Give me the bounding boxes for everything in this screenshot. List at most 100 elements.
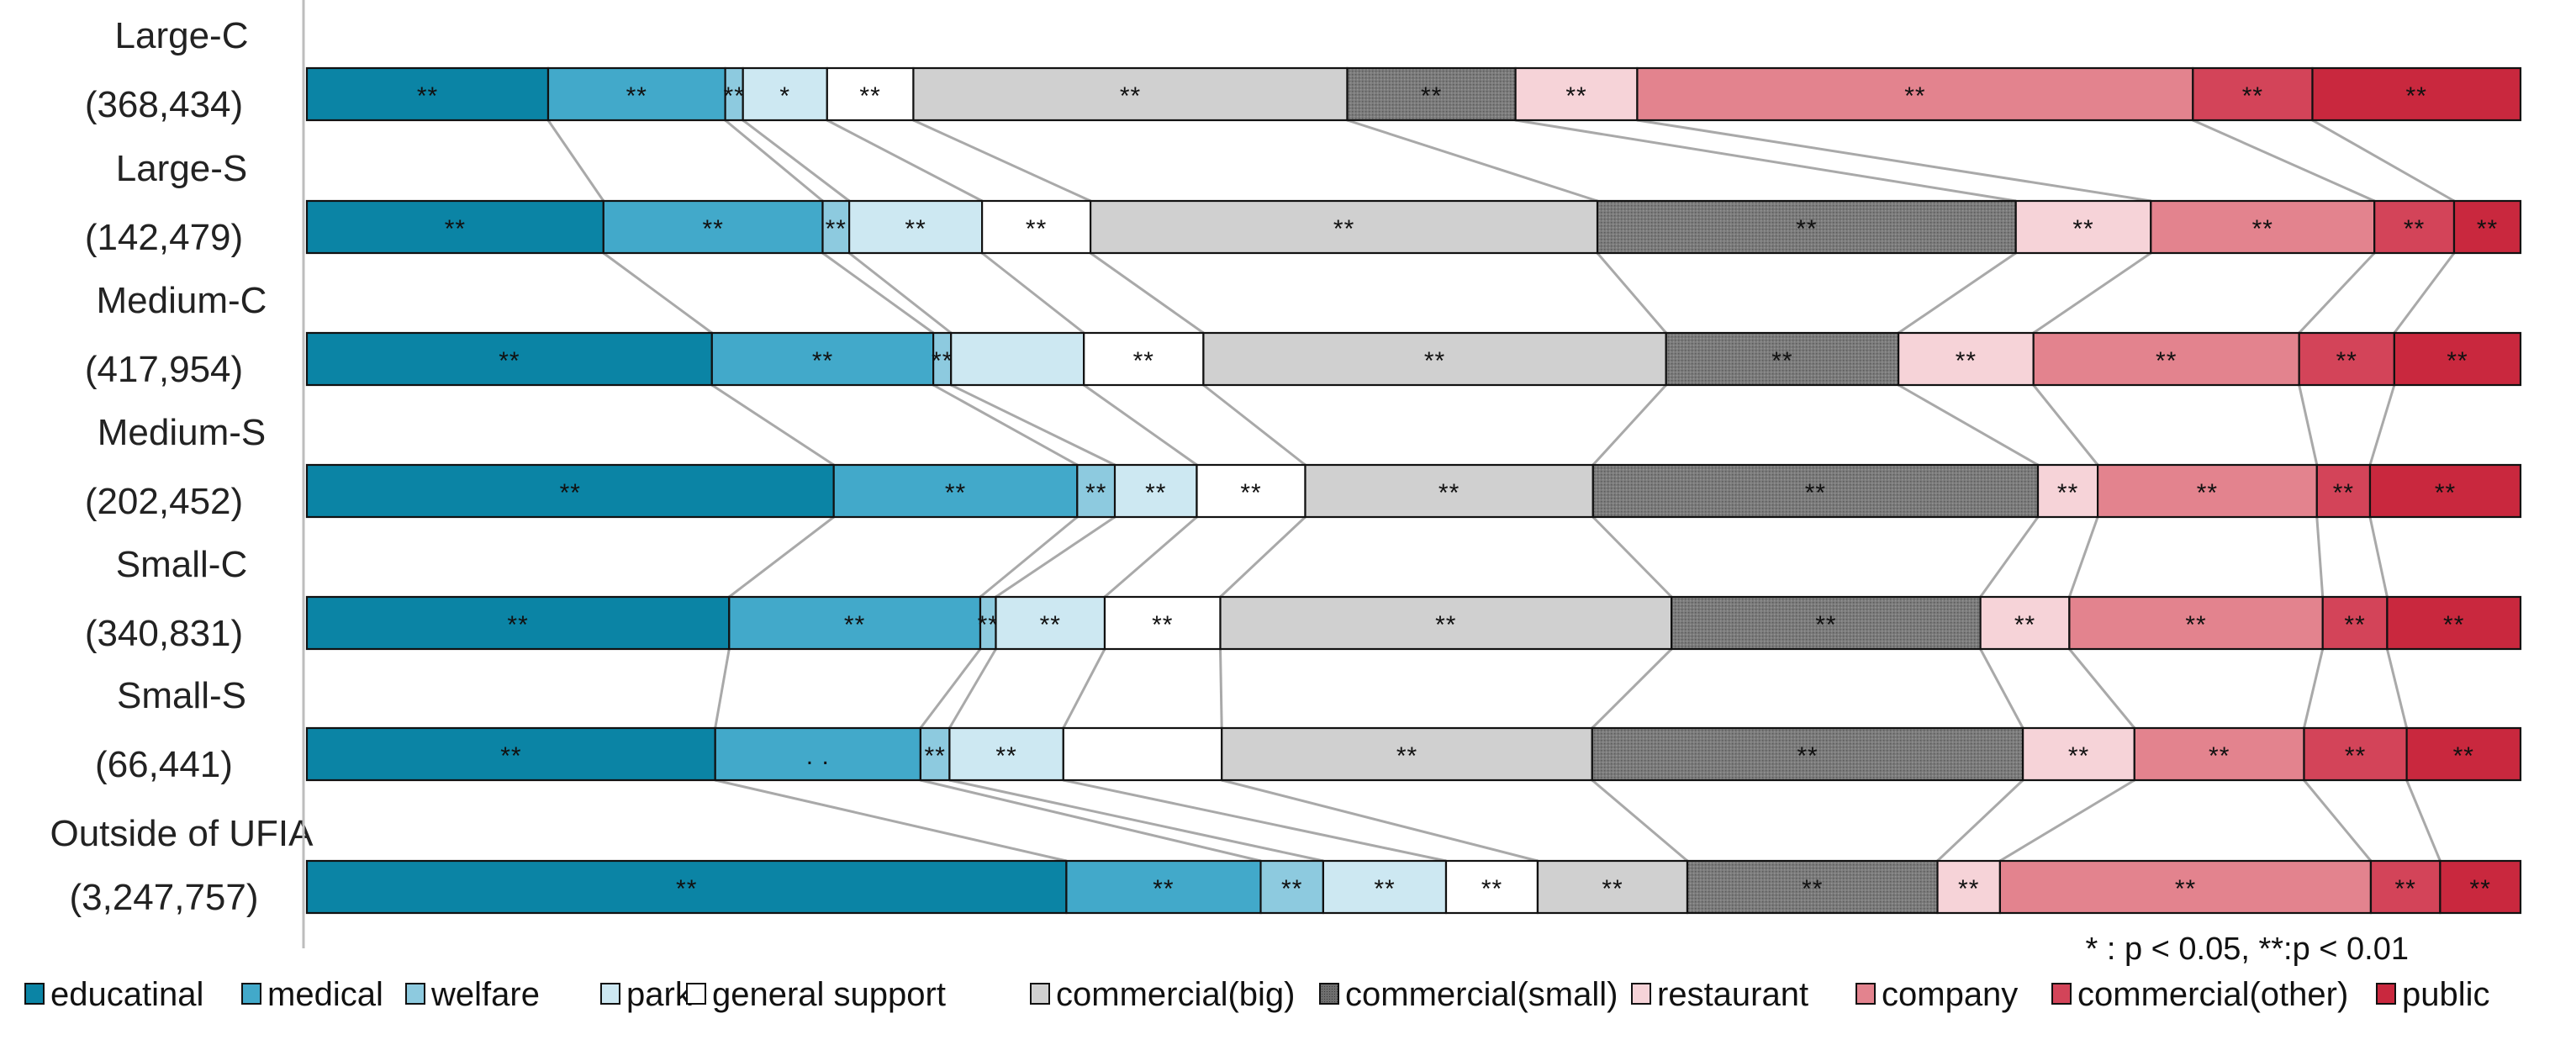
- row-label: Small-C: [116, 544, 247, 585]
- significance-mark: **: [1797, 742, 1818, 770]
- bar-segment-restaurant: [2036, 463, 2099, 519]
- bar-row-medium-c: ** ** ** ** ** ** ** ** ** **: [305, 331, 2522, 387]
- connector-line: [1591, 647, 1673, 730]
- bar-row-large-c: ** ** ** * ** ** ** ** ** ** **: [305, 66, 2522, 122]
- significance-mark: **: [1040, 611, 1061, 639]
- connector-line: [1596, 252, 1667, 334]
- legend-item-commercial-small: commercial(small): [1319, 976, 1618, 1013]
- significance-mark: **: [2014, 611, 2035, 639]
- bar-segment-public: [2311, 66, 2522, 122]
- bar-row-small-s: ** . . ** ** ** ** ** ** ** **: [305, 726, 2522, 782]
- significance-mark: **: [1565, 82, 1586, 110]
- legend-label: company: [1882, 976, 2018, 1013]
- significance-mark: **: [1281, 875, 1302, 903]
- significance-mark: **: [1435, 611, 1456, 639]
- significance-mark: **: [2197, 479, 2218, 507]
- connector-line: [2303, 779, 2373, 862]
- bar-segment-commercial-other: [2373, 199, 2456, 255]
- connector-line: [1591, 778, 1688, 863]
- significance-mark: **: [1120, 82, 1141, 110]
- significance-mark: **: [507, 611, 528, 639]
- connector-line: [919, 648, 982, 729]
- connector-line: [546, 119, 605, 202]
- legend-item-commercial-other: commercial(other): [2051, 976, 2348, 1013]
- bar-segment-educatinal: [305, 331, 713, 387]
- bar-segment-commercial-other: [2369, 859, 2441, 915]
- significance-mark: **: [2406, 82, 2427, 110]
- legend-item-general-support: general support: [686, 976, 946, 1013]
- bar-segment-medical: [710, 331, 935, 387]
- connector-line: [2368, 516, 2389, 598]
- row-label: Outside of UFIA: [50, 813, 314, 854]
- significance-mark: **: [703, 215, 724, 243]
- significance-mark: **: [1958, 875, 1979, 903]
- legend-swatch: [2051, 983, 2072, 1005]
- bar-segment-park: [1113, 463, 1198, 519]
- bar-row-medium-s: ** ** ** ** ** ** ** ** ** ** **: [305, 463, 2522, 519]
- bar-segment-restaurant: [1979, 595, 2071, 651]
- legend-swatch: [1855, 983, 1876, 1005]
- connector-line: [949, 778, 1324, 863]
- significance-mark: **: [978, 611, 999, 639]
- bar-segment-restaurant: [2014, 199, 2152, 255]
- significance-mark: **: [1085, 479, 1106, 507]
- bar-rows: ** ** ** * * * * * * * * * * * * * * ** * * * * * * * * * * * * * * * * * *…: [305, 66, 2522, 915]
- significance-mark: **: [2333, 479, 2354, 507]
- significance-mark: **: [2435, 479, 2456, 507]
- significance-mark: **: [1133, 347, 1154, 375]
- significance-mark: **: [2209, 742, 2230, 770]
- legend-item-restaurant: restaurant: [1631, 976, 1808, 1013]
- connector-line: [1999, 778, 2135, 863]
- significance-mark: **: [2068, 742, 2089, 770]
- significance-mark: **: [724, 82, 745, 110]
- connector-line: [1221, 778, 1539, 863]
- connector-line: [912, 119, 1091, 203]
- bar-segment-park: [948, 726, 1064, 782]
- significance-mark: **: [826, 215, 847, 243]
- significance-mark: **: [2185, 611, 2206, 639]
- bar-segment-commercial-big: [1219, 595, 1673, 651]
- legend-swatch: [686, 983, 706, 1005]
- significance-mark: **: [1602, 875, 1623, 903]
- connector-line: [2032, 251, 2152, 335]
- significance-mark: **: [1904, 82, 1925, 110]
- significance-mark: **: [2242, 82, 2263, 110]
- connector-line: [2298, 384, 2319, 466]
- connector-line: [979, 515, 1079, 599]
- row-count: (417,954): [85, 349, 243, 390]
- legend-swatch: [405, 983, 425, 1005]
- significance-mark: **: [2395, 875, 2416, 903]
- significance-mark: **: [2470, 875, 2491, 903]
- bar-segment-company: [1636, 66, 2194, 122]
- connector-line: [602, 251, 713, 335]
- connector-line: [2385, 648, 2409, 729]
- bar-row-small-c: ** ** ** ** ** ** ** ** ** ** **: [305, 595, 2522, 651]
- bar-segment-general-support: [1062, 726, 1223, 782]
- legend-label: commercial(big): [1056, 976, 1296, 1013]
- bar-segment-medical: [1065, 859, 1262, 915]
- significance-mark: **: [925, 742, 946, 770]
- significance-mark: **: [1026, 215, 1047, 243]
- significance-mark: **: [1145, 479, 1166, 507]
- significance-mark: **: [1956, 347, 1977, 375]
- bar-segment-public: [2368, 463, 2522, 519]
- legend-label: educatinal: [50, 976, 203, 1013]
- bar-segment-company: [1998, 859, 2372, 915]
- significance-mark: **: [2336, 347, 2357, 375]
- significance-mark: **: [1240, 479, 1261, 507]
- bar-segment-commercial-big: [1536, 859, 1689, 915]
- bar-segment-educatinal: [305, 199, 604, 255]
- connector-line: [2405, 779, 2441, 862]
- legend-item-park: park: [600, 976, 693, 1013]
- bar-segment-park: [995, 595, 1106, 651]
- connector-line: [821, 251, 934, 335]
- significance-mark: **: [2175, 875, 2196, 903]
- connector-line: [1219, 515, 1306, 599]
- bar-segment-medical: [832, 463, 1079, 519]
- connector-line: [1090, 251, 1205, 335]
- row-label: Medium-S: [98, 412, 267, 453]
- significance-mark: . .: [806, 742, 830, 770]
- legend-label: restaurant: [1657, 976, 1808, 1013]
- significance-mark: **: [500, 742, 521, 770]
- significance-mark: **: [1771, 347, 1792, 375]
